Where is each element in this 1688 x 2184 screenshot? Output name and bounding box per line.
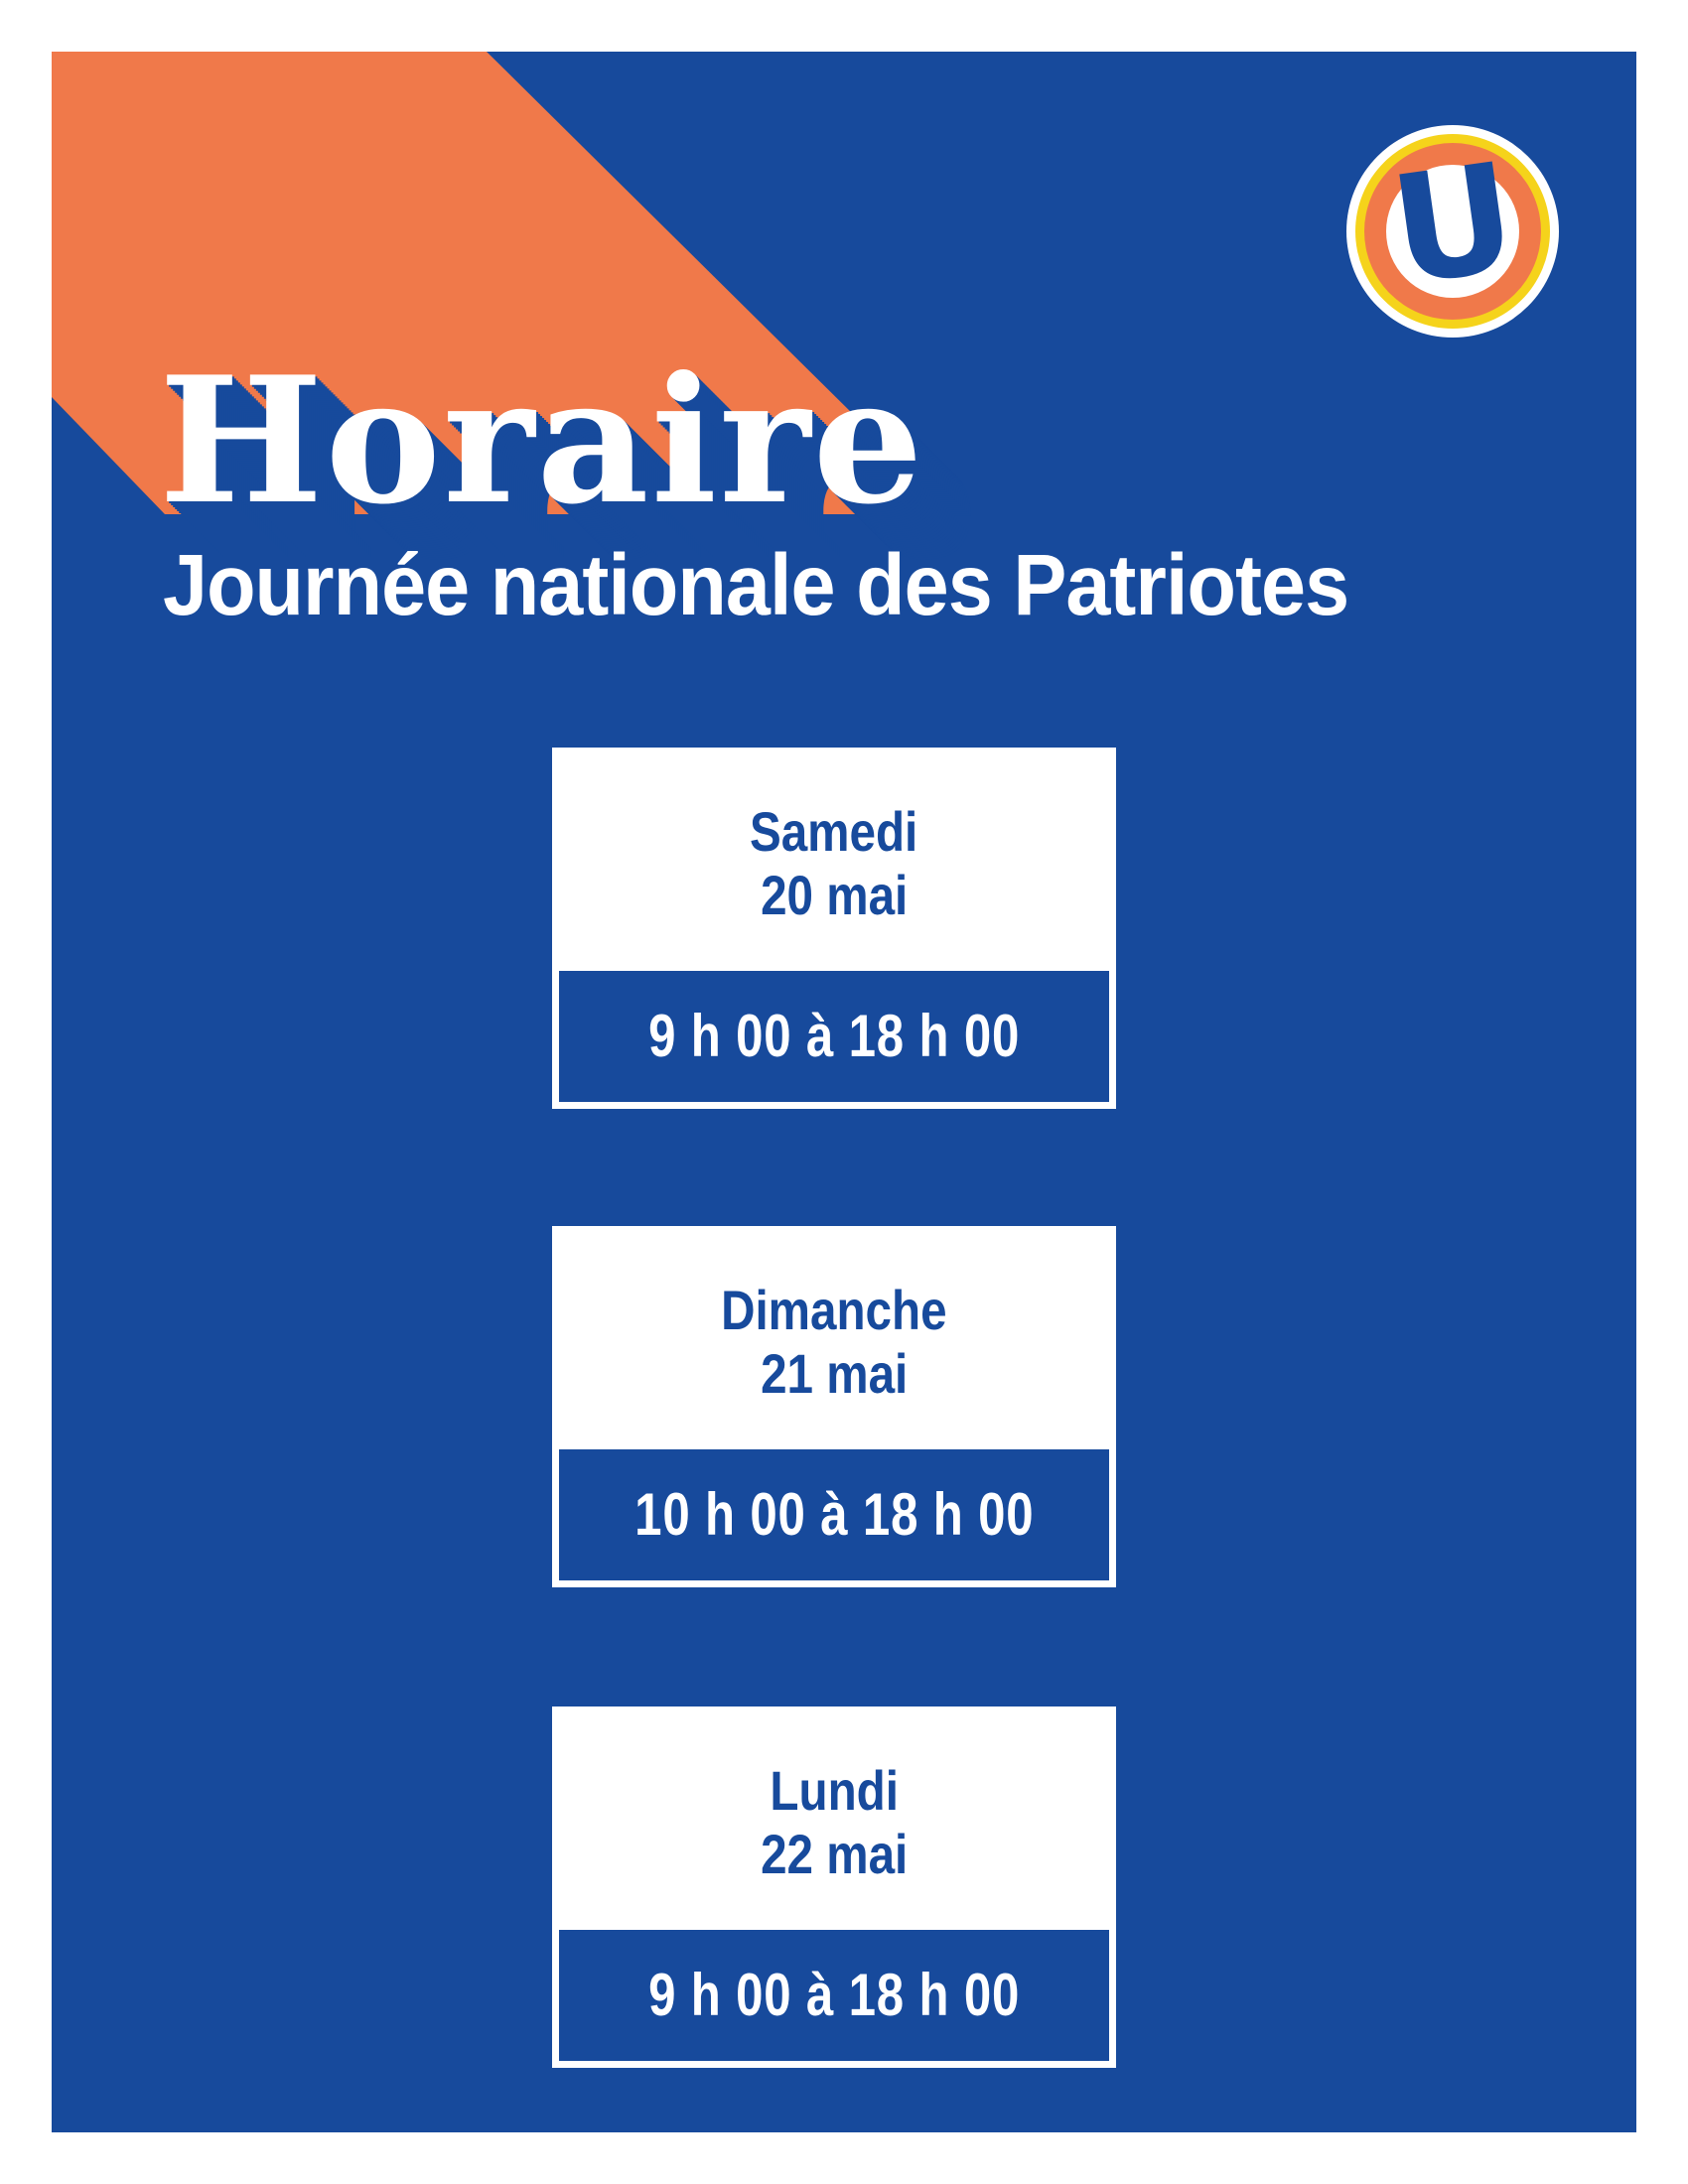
hours-banner: 9 h 00 à 18 h 00 <box>559 971 1109 1102</box>
date-label: 21 mai <box>760 1341 909 1405</box>
hours-label: 9 h 00 à 18 h 00 <box>647 1003 1021 1069</box>
day-label: Samedi <box>750 799 918 863</box>
schedule-card-lundi: Lundi 22 mai 9 h 00 à 18 h 00 <box>552 1706 1116 2068</box>
page-subtitle: Journée nationale des Patriotes <box>163 537 1349 633</box>
hours-banner: 9 h 00 à 18 h 00 <box>559 1930 1109 2061</box>
date-label: 22 mai <box>760 1822 909 1885</box>
card-day-block: Dimanche 21 mai <box>559 1226 1109 1449</box>
schedule-card-samedi: Samedi 20 mai 9 h 00 à 18 h 00 <box>552 748 1116 1109</box>
store-logo: U <box>1346 125 1559 338</box>
page-title: Horaire <box>159 340 925 543</box>
poster-background: Horaire Journée nationale des Patriotes … <box>52 52 1636 2132</box>
card-day-block: Lundi 22 mai <box>559 1706 1109 1930</box>
hours-label: 9 h 00 à 18 h 00 <box>647 1962 1021 2028</box>
card-day-block: Samedi 20 mai <box>559 748 1109 971</box>
logo-u-icon: U <box>1381 131 1526 320</box>
day-label: Dimanche <box>721 1278 947 1341</box>
schedule-card-dimanche: Dimanche 21 mai 10 h 00 à 18 h 00 <box>552 1226 1116 1587</box>
day-label: Lundi <box>770 1758 899 1822</box>
hours-banner: 10 h 00 à 18 h 00 <box>559 1449 1109 1580</box>
logo-center-disk <box>1386 165 1519 298</box>
hours-label: 10 h 00 à 18 h 00 <box>633 1481 1035 1548</box>
date-label: 20 mai <box>760 863 909 926</box>
